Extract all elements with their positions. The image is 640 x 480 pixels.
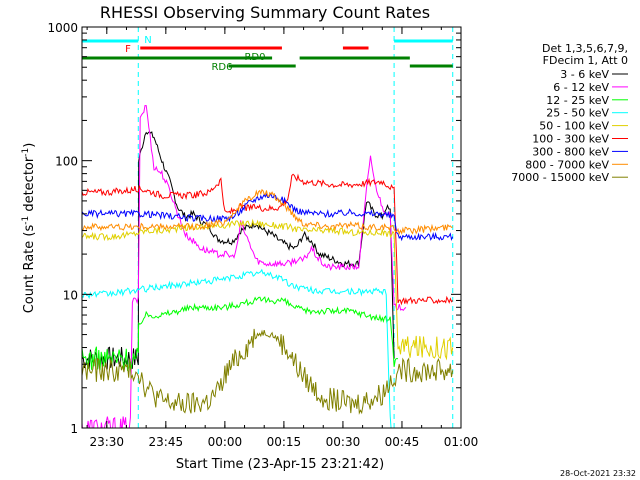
series-line-3 [82,268,395,428]
series-line-1 [82,104,407,428]
x-tick-label: 00:15 [267,435,302,449]
legend-entry: 12 - 25 keV [546,94,609,107]
y-tick-label: 10 [63,288,78,302]
x-tick-label: 00:30 [326,435,361,449]
y-tick-label: 1000 [47,21,78,35]
legend-entry: 800 - 7000 keV [525,158,609,171]
legend-header: Det 1,3,5,6,7,9, [542,42,628,55]
series-line-7 [82,188,453,236]
x-axis: 23:30 23:45 00:00 00:15 00:30 00:45 01:00 [86,27,479,449]
series-line-5 [82,173,454,306]
legend-entry: 3 - 6 keV [560,68,609,81]
legend: Det 1,3,5,6,7,9,FDecim 1, Att 03 - 6 keV… [511,42,628,184]
legend-entry: 7000 - 15000 keV [511,171,609,184]
chart-title: RHESSI Observing Summary Count Rates [100,3,430,22]
series-line-4 [82,218,454,361]
plot-frame [81,26,462,429]
flag-label-rd6: RD6 [211,62,232,73]
x-axis-label: Start Time (23-Apr-15 23:21:42) [176,457,384,472]
x-tick-label: 00:00 [208,435,243,449]
legend-entry: 50 - 100 keV [539,120,609,133]
y-tick-label: 1 [70,422,78,436]
x-tick-label: 01:00 [444,435,479,449]
series-line-6 [82,192,454,242]
flag-label-f: F [125,44,131,55]
x-tick-label: 00:45 [385,435,420,449]
y-tick-label: 100 [55,155,78,169]
series-line-8 [82,328,454,415]
flag-label-n: N [144,35,151,46]
x-tick-label: 23:30 [89,435,124,449]
series-line-0 [82,131,395,370]
legend-header: FDecim 1, Att 0 [543,54,628,67]
legend-entry: 100 - 300 keV [532,133,609,146]
plot-area: N F RD0 RD6 [82,27,454,428]
timestamp: 28-Oct-2021 23:32 [560,469,636,478]
series-line-2 [82,296,399,372]
flag-label-rd0: RD0 [244,52,265,63]
y-axis: 1 10 100 1000 [47,21,461,436]
legend-entry: 25 - 50 keV [546,107,609,120]
x-tick-label: 23:45 [149,435,184,449]
legend-entry: 6 - 12 keV [553,81,609,94]
legend-entry: 300 - 800 keV [532,145,609,158]
y-axis-label: Count Rate (s-1 detector-1) [21,143,37,314]
